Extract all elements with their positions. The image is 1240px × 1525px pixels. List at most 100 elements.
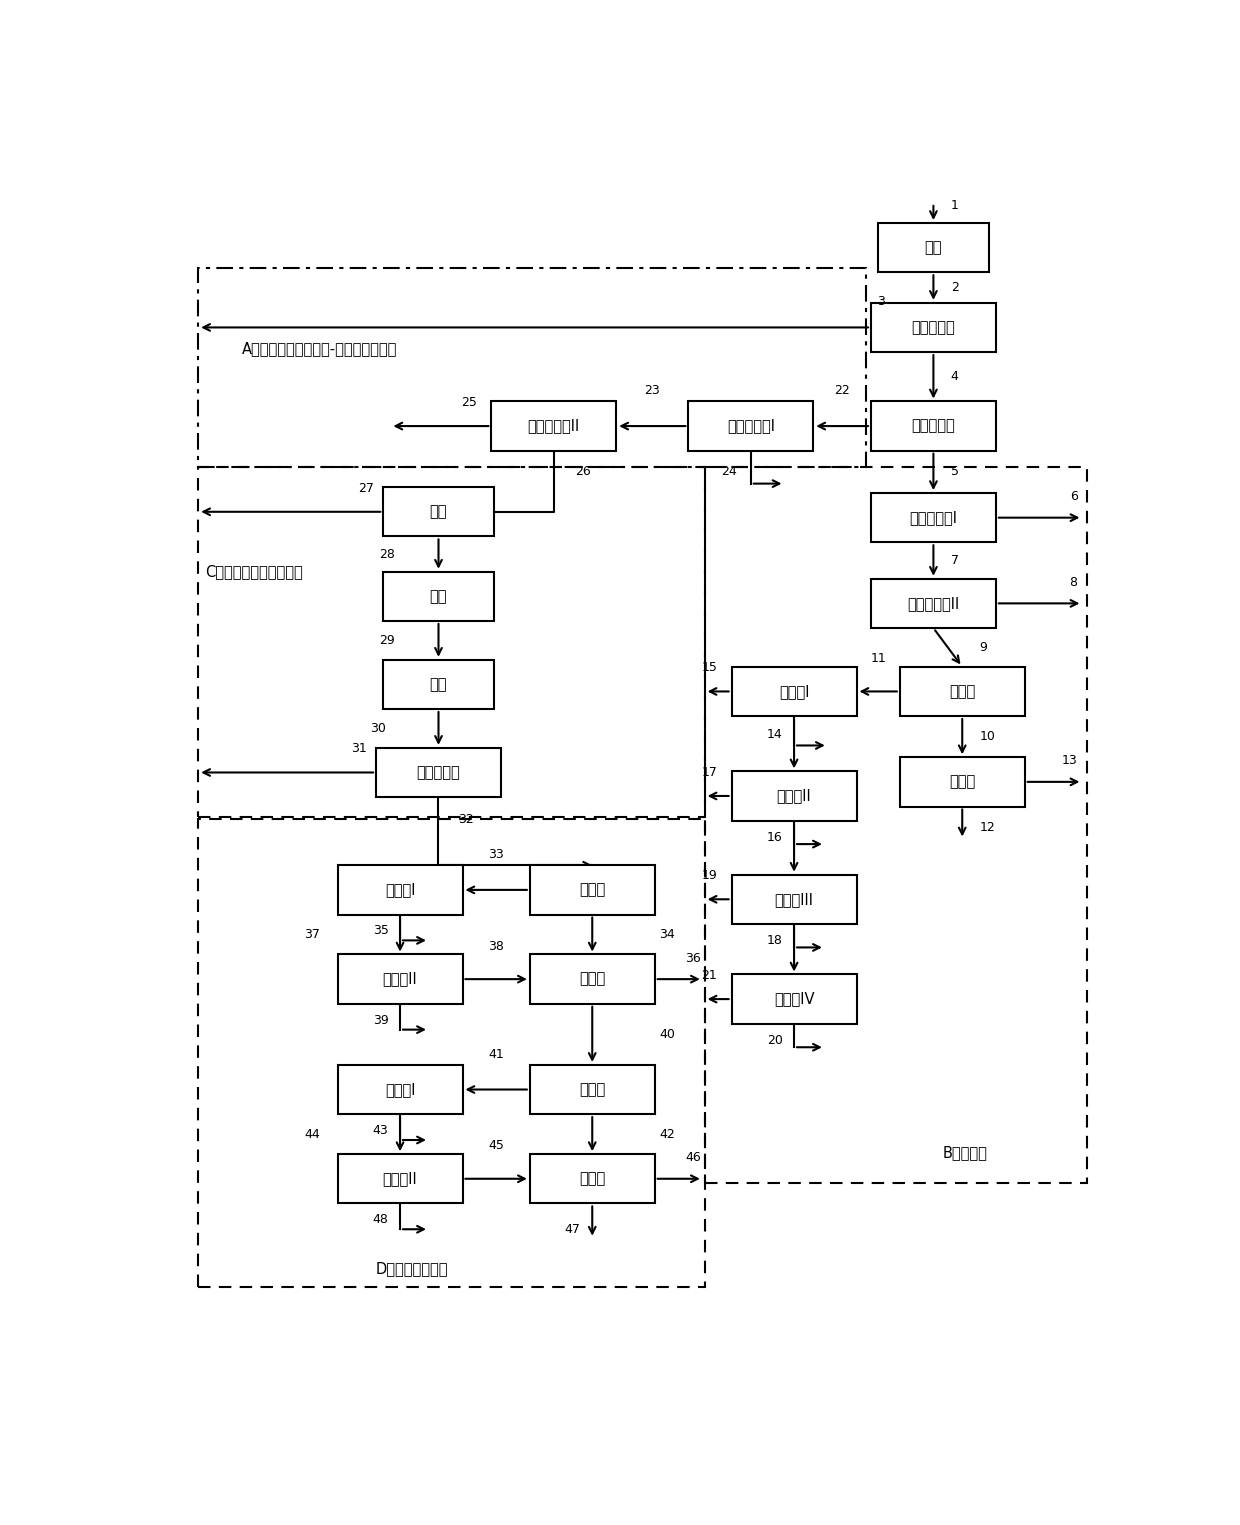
FancyBboxPatch shape [491,401,616,451]
Text: 铜精选I: 铜精选I [384,1083,415,1096]
Text: 3: 3 [877,296,884,308]
Text: 23: 23 [645,384,660,398]
Text: 48: 48 [373,1214,388,1226]
Text: 8: 8 [1070,576,1078,589]
Text: 金铅铜扫选I: 金铅铜扫选I [909,511,957,525]
FancyBboxPatch shape [870,493,996,543]
Text: 12: 12 [980,820,996,834]
FancyBboxPatch shape [337,1154,463,1203]
Text: 铅精选I: 铅精选I [384,883,415,897]
FancyBboxPatch shape [337,865,463,915]
Text: 铜精选II: 铜精选II [383,1171,418,1186]
Text: 44: 44 [305,1127,320,1141]
FancyBboxPatch shape [732,974,857,1023]
Text: 22: 22 [835,384,849,398]
FancyBboxPatch shape [732,666,857,717]
FancyBboxPatch shape [529,1064,655,1115]
Text: 46: 46 [684,1151,701,1164]
Text: 15: 15 [702,662,717,674]
Text: C：金（铅铜）精矿氰化: C：金（铅铜）精矿氰化 [205,564,303,580]
Text: 锌粗选: 锌粗选 [949,683,976,698]
Text: 11: 11 [870,653,887,665]
Text: 过滤、洗涤: 过滤、洗涤 [417,766,460,779]
Text: 氰化: 氰化 [430,677,448,692]
Text: 20: 20 [766,1034,782,1046]
Text: 1: 1 [951,198,959,212]
Text: 27: 27 [358,482,373,494]
FancyBboxPatch shape [732,875,857,924]
Text: 38: 38 [489,939,505,953]
FancyBboxPatch shape [870,401,996,451]
Text: 47: 47 [565,1223,580,1235]
Text: 铜粗选: 铜粗选 [579,1083,605,1096]
Text: 14: 14 [766,729,782,741]
Text: 铜扫选: 铜扫选 [579,1171,605,1186]
Text: B：锌浮选: B：锌浮选 [942,1145,988,1161]
Text: 37: 37 [304,929,320,941]
Text: 磨矿: 磨矿 [430,589,448,604]
Text: 铅扫选: 铅扫选 [579,971,605,987]
FancyBboxPatch shape [870,303,996,352]
Text: 29: 29 [379,634,396,647]
Text: 锌扫选: 锌扫选 [949,775,976,790]
Text: D：氰渣铅铜浮选: D：氰渣铅铜浮选 [376,1261,449,1276]
Text: 锌精选II: 锌精选II [776,788,811,804]
Text: 21: 21 [702,968,717,982]
Text: 36: 36 [684,952,701,964]
FancyBboxPatch shape [878,223,988,273]
Text: 2: 2 [951,281,959,294]
FancyBboxPatch shape [870,578,996,628]
FancyBboxPatch shape [900,666,1024,717]
Text: 26: 26 [575,465,590,479]
Text: 42: 42 [660,1127,676,1141]
Text: 铅粗选: 铅粗选 [579,883,605,897]
Text: 43: 43 [373,1124,388,1138]
Text: 45: 45 [489,1139,505,1153]
Text: 4: 4 [951,371,959,383]
Text: 尼尔森重选: 尼尔森重选 [911,320,955,336]
Text: 6: 6 [1070,490,1078,503]
Text: 34: 34 [660,929,676,941]
Text: 28: 28 [379,547,396,561]
FancyBboxPatch shape [529,1154,655,1203]
FancyBboxPatch shape [688,401,813,451]
Text: 32: 32 [458,813,474,827]
Text: 18: 18 [766,933,782,947]
Text: 17: 17 [702,766,717,779]
FancyBboxPatch shape [732,772,857,820]
Text: 16: 16 [766,831,782,843]
Text: 浓缩: 浓缩 [430,505,448,520]
Text: 10: 10 [980,730,996,743]
Text: 35: 35 [373,924,388,938]
Text: A：原矿石尼尔森重选-金（铅铜）混浮: A：原矿石尼尔森重选-金（铅铜）混浮 [242,342,397,357]
Text: 金铅铜扫选II: 金铅铜扫选II [908,596,960,612]
FancyBboxPatch shape [376,747,501,798]
Text: 30: 30 [370,721,386,735]
Text: 39: 39 [373,1014,388,1026]
Text: 9: 9 [980,640,987,654]
Text: 铅精选II: 铅精选II [383,971,418,987]
Text: 40: 40 [660,1028,676,1042]
Text: 锌精选IV: 锌精选IV [774,991,815,1006]
Text: 13: 13 [1061,755,1078,767]
Text: 金铅铜精选II: 金铅铜精选II [528,418,580,433]
Text: 锌精选I: 锌精选I [779,683,810,698]
Text: 磨矿: 磨矿 [925,239,942,255]
FancyBboxPatch shape [383,660,494,709]
Text: 5: 5 [951,465,959,479]
FancyBboxPatch shape [383,572,494,621]
Text: 25: 25 [461,396,477,409]
FancyBboxPatch shape [529,865,655,915]
FancyBboxPatch shape [337,1064,463,1115]
Text: 锌精选III: 锌精选III [775,892,813,907]
FancyBboxPatch shape [900,758,1024,807]
FancyBboxPatch shape [529,955,655,1003]
Text: 19: 19 [702,869,717,883]
Text: 33: 33 [489,848,503,862]
FancyBboxPatch shape [383,486,494,537]
Text: 7: 7 [951,554,959,567]
Text: 31: 31 [351,743,367,755]
Text: 24: 24 [720,465,737,479]
FancyBboxPatch shape [337,955,463,1003]
Text: 41: 41 [489,1048,503,1061]
